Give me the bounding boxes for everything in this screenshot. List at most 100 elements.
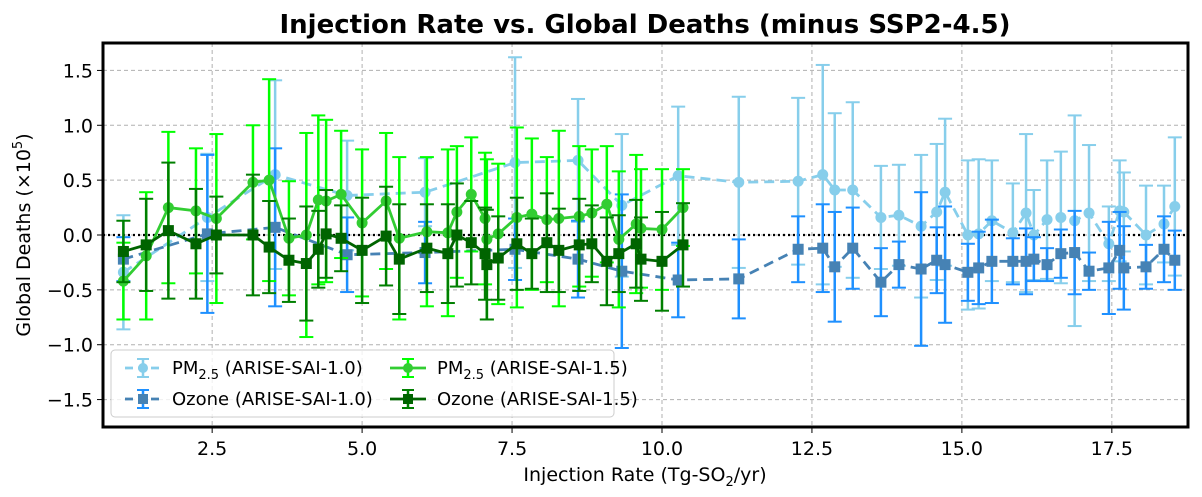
legend-marker: [138, 394, 148, 404]
data-point: [1158, 243, 1170, 255]
y-tick-label: 0.5: [63, 170, 93, 192]
y-tick-label: 1.5: [63, 60, 93, 82]
chart-title: Injection Rate vs. Global Deaths (minus …: [280, 10, 1011, 40]
legend-entry: Ozone (ARISE-SAI-1.5): [390, 389, 638, 410]
x-tick-label: 17.5: [1091, 438, 1133, 460]
legend-label: PM2.5 (ARISE-SAI-1.5): [437, 358, 628, 383]
data-point: [190, 238, 202, 250]
data-point: [117, 245, 129, 257]
legend-entry: PM2.5 (ARISE-SAI-1.5): [390, 358, 628, 383]
data-point: [893, 259, 905, 271]
data-point: [1083, 207, 1095, 219]
data-point: [573, 239, 585, 251]
series-3: [116, 161, 690, 322]
data-point: [931, 254, 943, 266]
legend-marker: [138, 363, 148, 373]
series-line: [122, 178, 684, 283]
data-point: [312, 243, 324, 255]
data-point: [419, 186, 431, 198]
data-point: [635, 253, 647, 265]
data-point: [616, 265, 628, 277]
data-point: [553, 244, 565, 256]
data-point: [263, 174, 275, 186]
data-point: [442, 248, 454, 260]
data-point: [1020, 207, 1032, 219]
data-point: [140, 239, 152, 251]
series-1: [116, 147, 1182, 350]
data-point: [526, 248, 538, 260]
series-line: [123, 229, 684, 267]
data-point: [380, 230, 392, 242]
data-point: [915, 263, 927, 275]
data-point: [677, 239, 689, 251]
data-point: [320, 228, 332, 240]
data-point: [421, 242, 433, 254]
data-point: [1114, 244, 1126, 256]
data-point: [817, 169, 829, 181]
data-point: [465, 237, 477, 249]
data-point: [1169, 254, 1181, 266]
data-point: [201, 228, 213, 240]
data-point: [356, 244, 368, 256]
data-point: [1169, 200, 1181, 212]
data-point: [875, 276, 887, 288]
data-point: [1007, 255, 1019, 267]
legend-entry: Ozone (ARISE-SAI-1.0): [125, 389, 373, 410]
data-point: [829, 184, 841, 196]
data-point: [1140, 229, 1152, 241]
data-point: [335, 232, 347, 244]
y-tick-label: 1.0: [63, 115, 93, 137]
data-point: [733, 273, 745, 285]
data-point: [526, 208, 538, 220]
data-point: [630, 238, 642, 250]
data-point: [656, 255, 668, 267]
data-point: [341, 249, 353, 261]
x-tick-label: 12.5: [791, 438, 833, 460]
plot-area: [116, 56, 1182, 350]
data-point: [986, 255, 998, 267]
y-tick-label: −0.5: [47, 280, 93, 302]
data-point: [1007, 227, 1019, 239]
data-point: [263, 241, 275, 253]
data-point: [162, 225, 174, 237]
legend-label: Ozone (ARISE-SAI-1.5): [437, 389, 638, 410]
data-point: [1020, 255, 1032, 267]
x-tick-label: 15.0: [941, 438, 983, 460]
data-point: [393, 253, 405, 265]
data-point: [973, 262, 985, 274]
data-point: [1118, 262, 1130, 274]
y-axis-label: Global Deaths (×105): [11, 133, 35, 336]
data-point: [962, 229, 974, 241]
legend-label: Ozone (ARISE-SAI-1.0): [172, 389, 373, 410]
legend-label: PM2.5 (ARISE-SAI-1.0): [172, 358, 363, 383]
data-point: [733, 176, 745, 188]
legend: PM2.5 (ARISE-SAI-1.0) Ozone (ARISE-SAI-1.…: [110, 349, 638, 418]
data-point: [1103, 262, 1115, 274]
data-point: [247, 229, 259, 241]
y-tick-label: −1.0: [47, 335, 93, 357]
data-point: [451, 229, 463, 241]
data-point: [465, 188, 477, 200]
y-tick-label: 0.0: [63, 225, 93, 247]
x-tick-label: 2.5: [197, 438, 227, 460]
data-point: [875, 211, 887, 223]
data-point: [939, 259, 951, 271]
x-axis-label: Injection Rate (Tg-SO2/yr): [523, 464, 766, 490]
data-point: [509, 157, 521, 169]
data-point: [586, 238, 598, 250]
x-axis-ticks: 2.5 5.0 7.5 10.0 12.5 15.0 17.5: [197, 427, 1133, 460]
data-point: [1055, 211, 1067, 223]
x-tick-label: 7.5: [497, 438, 527, 460]
data-point: [847, 242, 859, 254]
x-tick-label: 10.0: [641, 438, 683, 460]
data-point: [847, 184, 859, 196]
data-point: [335, 188, 347, 200]
x-tick-label: 5.0: [347, 438, 377, 460]
data-point: [1041, 214, 1053, 226]
data-point: [829, 261, 841, 273]
data-point: [601, 198, 613, 210]
data-point: [1028, 253, 1040, 265]
data-point: [792, 175, 804, 187]
data-point: [511, 238, 523, 250]
legend-marker: [403, 394, 413, 404]
